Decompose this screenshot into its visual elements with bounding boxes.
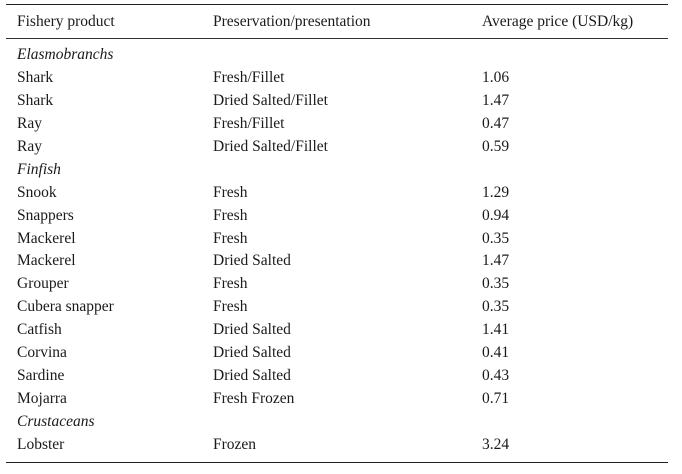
cell-preservation: Fresh [213,298,248,316]
price-table: Fishery product Preservation/presentatio… [6,4,668,464]
cell-product: Snappers [17,206,74,224]
table-row: Lobster Frozen 3.24 [6,433,668,456]
cell-preservation: Dried Salted [213,321,291,339]
cell-preservation: Dried Salted [213,344,291,362]
cell-price: 0.35 [482,229,510,247]
table-row: Cubera snapper Fresh 0.35 [6,296,668,319]
cell-product: Mackerel [17,252,76,270]
table-row: Mackerel Dried Salted 1.47 [6,250,668,273]
cell-product: Catfish [17,321,62,339]
table-row: Mojarra Fresh Frozen 0.71 [6,387,668,410]
table-body: Elasmobranchs Shark Fresh/Fillet 1.06 Shark D… [6,39,668,462]
cell-product: Shark [17,69,54,87]
table-row: Sardine Dried Salted 0.43 [6,364,668,387]
cell-price: 0.41 [482,344,510,362]
cell-price: 1.47 [482,92,510,110]
cell-preservation: Fresh/Fillet [213,115,285,133]
table-row: Ray Fresh/Fillet 0.47 [6,113,668,136]
cell-price: 0.47 [482,115,510,133]
table-row: Snook Fresh 1.29 [6,181,668,204]
section-row: Crustaceans [6,410,668,433]
cell-price: 0.71 [482,389,510,407]
header-average-price: Average price (USD/kg) [482,12,634,30]
table-row: Corvina Dried Salted 0.41 [6,342,668,365]
header-fishery-product: Fishery product [17,12,115,30]
section-title: Elasmobranchs [17,46,114,64]
cell-product: Ray [17,138,42,155]
cell-price: 3.24 [482,435,510,453]
cell-product: Corvina [17,344,67,362]
cell-product: Sardine [17,366,65,384]
cell-preservation: Dried Salted/Fillet [213,138,328,155]
cell-product: Snook [17,183,57,201]
cell-product: Grouper [17,275,69,293]
cell-price: 0.94 [482,206,510,224]
cell-price: 0.43 [482,366,510,384]
cell-preservation: Dried Salted/Fillet [213,92,328,110]
cell-preservation: Dried Salted [213,366,291,384]
cell-product: Lobster [17,435,65,453]
section-title: Finfish [17,160,61,178]
cell-product: Cubera snapper [17,298,114,316]
cell-preservation: Fresh [213,183,248,201]
table-row: Grouper Fresh 0.35 [6,273,668,296]
cell-preservation: Fresh/Fillet [213,69,285,87]
table-row: Catfish Dried Salted 1.41 [6,319,668,342]
section-row: Elasmobranchs [6,44,668,67]
table-row: Shark Fresh/Fillet 1.06 [6,67,668,90]
cell-price: 1.47 [482,252,510,270]
cell-preservation: Fresh [213,275,248,293]
cell-price: 1.29 [482,183,510,201]
cell-product: Mackerel [17,229,76,247]
table-row: Ray Dried Salted/Fillet 0.59 [6,136,668,159]
cell-product: Shark [17,92,54,110]
cell-product: Mojarra [17,389,67,407]
header-preservation: Preservation/presentation [213,12,371,30]
table-header: Fishery product Preservation/presentatio… [6,5,668,39]
table-row: Snappers Fresh 0.94 [6,204,668,227]
cell-price: 0.59 [482,138,510,155]
cell-price: 0.35 [482,298,510,316]
cell-preservation: Dried Salted [213,252,291,270]
cell-price: 1.41 [482,321,510,339]
cell-product: Ray [17,115,42,133]
cell-preservation: Frozen [213,435,257,453]
cell-preservation: Fresh Frozen [213,389,295,407]
section-title: Crustaceans [17,412,95,430]
cell-preservation: Fresh [213,229,248,247]
table-row: Mackerel Fresh 0.35 [6,227,668,250]
cell-price: 1.06 [482,69,510,87]
section-row: Finfish [6,158,668,181]
cell-preservation: Fresh [213,206,248,224]
table-row: Shark Dried Salted/Fillet 1.47 [6,90,668,113]
cell-price: 0.35 [482,275,510,293]
